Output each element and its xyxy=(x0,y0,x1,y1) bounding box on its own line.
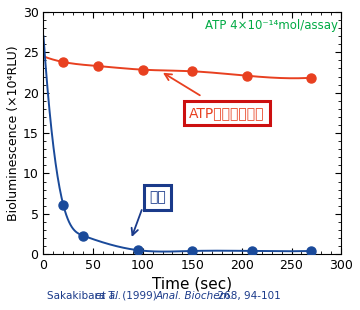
Text: Anal. Biochem.: Anal. Biochem. xyxy=(156,291,234,301)
Text: 268, 94-101: 268, 94-101 xyxy=(211,291,280,301)
Text: (1999): (1999) xyxy=(119,291,160,301)
Text: ATP 4×10⁻¹⁴mol/assay: ATP 4×10⁻¹⁴mol/assay xyxy=(205,19,338,32)
Text: 従来: 従来 xyxy=(149,191,166,205)
Y-axis label: Bioluminescence (×10⁴RLU): Bioluminescence (×10⁴RLU) xyxy=(7,45,20,221)
Text: et al.: et al. xyxy=(95,291,122,301)
Text: Sakakibara T.: Sakakibara T. xyxy=(47,291,120,301)
X-axis label: Time (sec): Time (sec) xyxy=(152,276,232,291)
Text: ATPサイクリング: ATPサイクリング xyxy=(189,106,265,120)
